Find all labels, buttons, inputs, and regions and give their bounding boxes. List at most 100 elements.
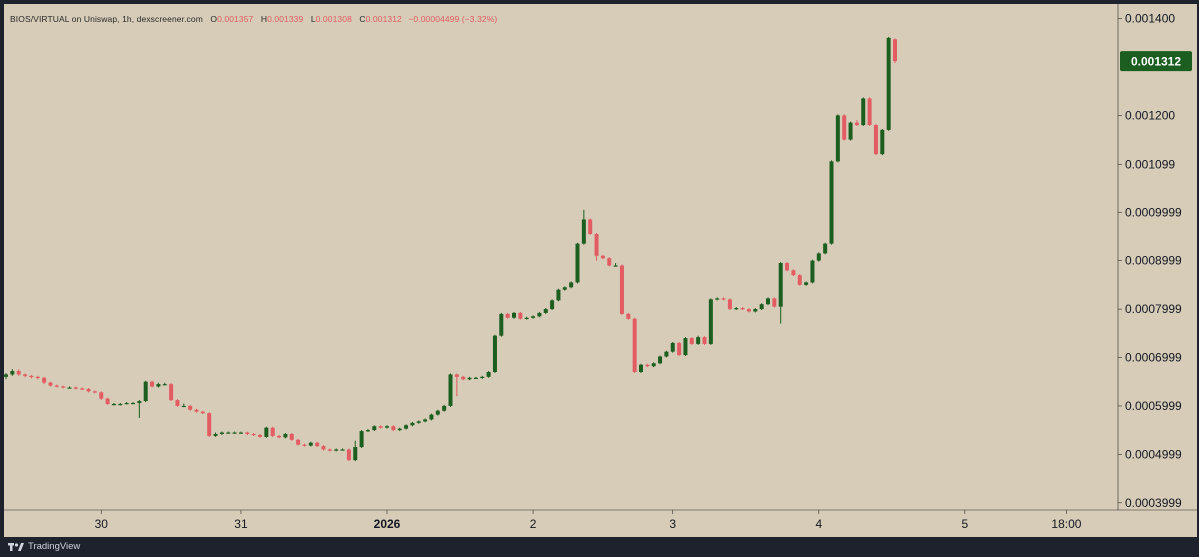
- candle-body: [245, 432, 250, 434]
- candle: [435, 409, 440, 416]
- candle-body: [73, 387, 78, 389]
- candle: [461, 375, 466, 381]
- candle-body: [829, 161, 834, 244]
- candle: [334, 448, 339, 452]
- candle-body: [67, 387, 72, 389]
- candle-body: [391, 426, 396, 431]
- candle-body: [35, 376, 40, 379]
- candle: [499, 312, 504, 337]
- time-tick-label: 4: [815, 517, 822, 531]
- candle-body: [118, 403, 123, 406]
- candle: [258, 433, 262, 438]
- candle-body: [473, 377, 478, 380]
- candle-body: [213, 433, 218, 436]
- time-tick-label: 5: [962, 517, 969, 531]
- candle: [16, 369, 21, 376]
- candle-body: [607, 258, 612, 266]
- chart-panel[interactable]: 0.001400 0.001200 0.001099 0.0009999 0.00089…: [4, 4, 1197, 537]
- price-tick-label: 0.001099: [1125, 157, 1175, 171]
- candle-body: [162, 384, 167, 386]
- candle: [150, 380, 155, 388]
- candle-layer: [4, 36, 897, 462]
- candle: [835, 114, 840, 163]
- candle-body: [238, 432, 243, 434]
- time-tick-label: 3: [669, 517, 676, 531]
- candle-body: [226, 432, 231, 434]
- candle-body: [880, 129, 885, 155]
- candle: [867, 97, 872, 127]
- candle: [467, 376, 472, 381]
- candle: [708, 298, 713, 345]
- candle-body: [740, 308, 745, 310]
- candle: [842, 114, 847, 141]
- candle-body: [219, 432, 224, 434]
- candle: [594, 233, 599, 261]
- price-tick-label: 0.001200: [1125, 108, 1175, 122]
- candle-body: [550, 300, 555, 310]
- time-tick-label: 18:00: [1051, 517, 1081, 531]
- candle: [124, 402, 129, 405]
- candle: [365, 429, 370, 433]
- candle: [327, 448, 332, 452]
- candle-body: [791, 270, 796, 276]
- candle-body: [251, 433, 256, 436]
- candle: [188, 404, 193, 411]
- last-price-tag-layer: 0.001312: [1120, 51, 1192, 72]
- candlestick-chart[interactable]: 0.001400 0.001200 0.001099 0.0009999 0.00089…: [4, 4, 1197, 537]
- candle: [823, 242, 828, 255]
- candle-body: [746, 309, 751, 312]
- candle: [340, 448, 345, 451]
- open-key: O: [210, 14, 218, 24]
- last-price-tag: [1120, 51, 1192, 72]
- time-tick-label: 2026: [374, 517, 401, 531]
- low-value: 0.001308: [315, 14, 352, 24]
- candle: [696, 335, 701, 345]
- candle: [893, 38, 897, 64]
- candle: [848, 121, 853, 141]
- candle-body: [200, 411, 205, 414]
- candle-body: [708, 299, 713, 344]
- candle: [575, 242, 580, 284]
- candle: [442, 404, 447, 412]
- candle-body: [600, 255, 605, 259]
- candle-body: [886, 37, 891, 130]
- candle-body: [365, 430, 370, 432]
- candle-body: [315, 442, 320, 447]
- candle-body: [772, 298, 777, 307]
- candle: [194, 408, 199, 413]
- candle: [448, 373, 453, 407]
- candle: [632, 317, 637, 373]
- candle-body: [518, 312, 523, 319]
- candle: [486, 371, 491, 378]
- candle-body: [556, 289, 561, 301]
- open-value: 0.001357: [217, 14, 254, 24]
- candle-body: [512, 312, 516, 318]
- tradingview-logo[interactable]: TradingView: [8, 541, 80, 552]
- candle: [886, 36, 891, 131]
- candle-body: [645, 364, 650, 367]
- candle: [581, 209, 586, 245]
- candle-body: [753, 309, 758, 312]
- candle: [162, 382, 167, 386]
- candle: [200, 410, 205, 415]
- price-axis[interactable]: 0.001400 0.001200 0.001099 0.0009999 0.00089…: [1118, 12, 1182, 510]
- candle: [245, 431, 250, 435]
- candle: [512, 311, 516, 319]
- candle-body: [569, 282, 574, 288]
- candle-body: [759, 304, 764, 310]
- candle-body: [397, 428, 402, 431]
- candle: [156, 382, 161, 388]
- candle-body: [16, 371, 21, 375]
- time-axis[interactable]: 30 31 2026 2 3 4 5 18:00: [95, 510, 1082, 531]
- candle: [54, 384, 59, 388]
- candle: [645, 363, 650, 368]
- candle: [550, 299, 555, 311]
- close-key: C: [359, 14, 366, 24]
- candle-body: [308, 442, 313, 446]
- candle-body: [664, 351, 669, 357]
- candle: [766, 297, 770, 306]
- candle: [99, 391, 104, 401]
- candle: [302, 443, 307, 447]
- candle: [67, 386, 72, 389]
- candle: [797, 274, 802, 286]
